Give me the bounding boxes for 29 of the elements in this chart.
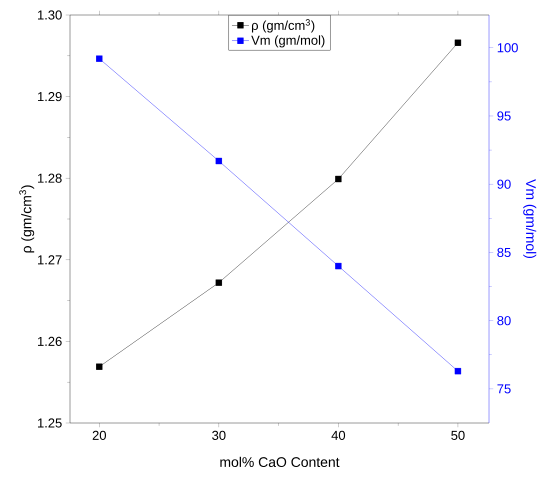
y-tick-label: 1.30 [38, 10, 62, 20]
y2-tick-label: 100 [498, 43, 518, 52]
y2-tick-label: 85 [497, 248, 511, 258]
y2-tick-label: 95 [497, 111, 511, 121]
legend-label: ρ (gm/cm$^{3}$) [252, 19, 314, 33]
y2-axis-title: Vm (gm/mol) [523, 179, 536, 258]
point [454, 40, 462, 46]
point [216, 279, 222, 286]
y-tick-label: 1.25 [38, 418, 62, 428]
x-tick-label: 50 [451, 430, 465, 440]
x-axis-title: mol% CaO Content [220, 456, 340, 468]
x-tick-label: 40 [331, 430, 346, 440]
x-tick-label: 30 [212, 430, 226, 440]
y2-tick-label: 75 [497, 384, 511, 394]
point [96, 55, 102, 62]
y2-tick-label: 90 [497, 180, 511, 189]
y-tick-label: 1.28 [38, 174, 62, 183]
y-tick-label: 1.27 [38, 255, 62, 264]
y-tick-label: 1.26 [38, 336, 62, 346]
point [454, 368, 462, 374]
y-axis-title: ρ (gm/cm$^{3}$) [19, 185, 34, 253]
point [335, 262, 342, 270]
point [335, 176, 342, 182]
x-tick-label: 20 [92, 430, 106, 440]
point [96, 364, 102, 370]
point [216, 158, 222, 164]
y-tick-label: 1.29 [38, 92, 62, 102]
legend-label: Vm (gm/mol) [251, 35, 324, 48]
y2-tick-label: 80 [497, 316, 511, 326]
